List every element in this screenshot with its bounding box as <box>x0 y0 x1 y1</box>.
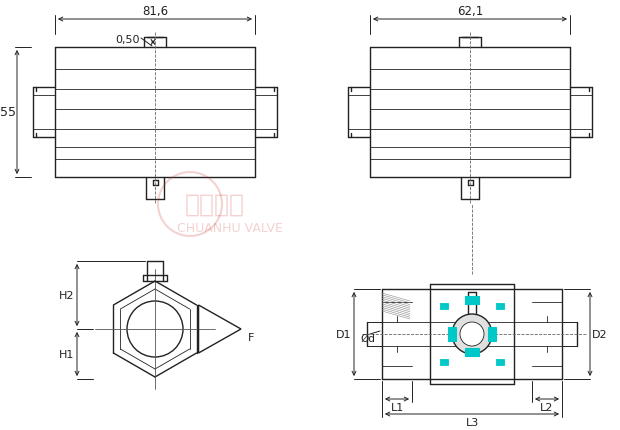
Bar <box>496 303 504 309</box>
Text: 81,6: 81,6 <box>142 4 168 18</box>
Bar <box>496 359 504 365</box>
Text: D2: D2 <box>592 329 608 339</box>
Bar <box>488 327 496 341</box>
Text: D1: D1 <box>336 329 352 339</box>
Text: F: F <box>248 332 254 342</box>
Circle shape <box>460 322 484 346</box>
Text: CHUANHU VALVE: CHUANHU VALVE <box>177 221 283 234</box>
Text: 0,50: 0,50 <box>115 35 140 45</box>
Text: H1: H1 <box>60 349 74 359</box>
Text: L2: L2 <box>540 402 554 412</box>
Bar <box>440 303 448 309</box>
Text: 川湖阀门: 川湖阀门 <box>185 193 245 216</box>
Text: L1: L1 <box>391 402 404 412</box>
Bar <box>465 296 479 304</box>
Text: Ød: Ød <box>360 333 375 343</box>
Bar <box>440 359 448 365</box>
Bar <box>448 327 456 341</box>
Text: L3: L3 <box>466 417 479 427</box>
Text: H2: H2 <box>60 290 75 300</box>
Bar <box>465 348 479 356</box>
Text: 55: 55 <box>0 106 16 119</box>
Circle shape <box>452 314 492 354</box>
Text: 62,1: 62,1 <box>457 4 483 18</box>
